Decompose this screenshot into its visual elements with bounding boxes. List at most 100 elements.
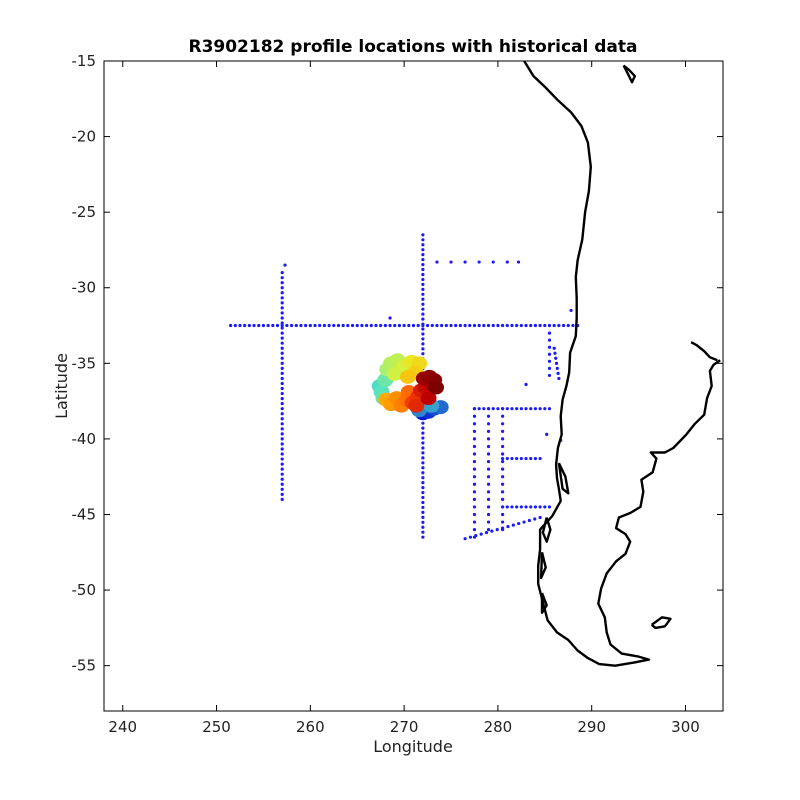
- historical-point: [280, 467, 284, 471]
- historical-point: [516, 260, 521, 264]
- historical-point: [519, 323, 523, 328]
- coastline-layer: [523, 60, 721, 667]
- historical-point: [280, 427, 284, 431]
- historical-point: [500, 512, 505, 517]
- historical-point: [571, 323, 575, 328]
- historical-point: [529, 505, 533, 509]
- historical-point: [369, 323, 373, 328]
- historical-point: [421, 441, 425, 445]
- historical-point: [522, 520, 526, 524]
- historical-point: [538, 505, 542, 509]
- historical-point: [365, 323, 369, 328]
- historical-point: [332, 323, 336, 328]
- chart-title: R3902182 profile locations with historic…: [188, 37, 637, 57]
- historical-point: [468, 323, 472, 328]
- historical-point: [280, 381, 284, 386]
- historical-point: [477, 260, 481, 264]
- historical-point: [543, 505, 547, 509]
- historical-point: [283, 263, 287, 267]
- historical-point: [543, 407, 547, 411]
- historical-point: [556, 371, 560, 376]
- historical-point: [280, 497, 284, 501]
- profile-location: [399, 369, 416, 384]
- historical-point: [341, 323, 345, 328]
- x-tick-label: 270: [390, 718, 419, 736]
- historical-point: [280, 462, 284, 466]
- historical-point: [486, 467, 491, 471]
- historical-point: [479, 532, 483, 536]
- historical-point: [280, 346, 284, 350]
- historical-point: [500, 452, 505, 456]
- historical-point: [421, 287, 425, 291]
- historical-point: [505, 260, 509, 264]
- historical-point: [280, 386, 284, 391]
- historical-point: [554, 361, 559, 365]
- x-tick-label: 290: [577, 718, 606, 736]
- historical-point: [271, 323, 275, 328]
- historical-point: [379, 323, 383, 328]
- historical-point: [280, 311, 284, 315]
- historical-point: [547, 366, 552, 370]
- historical-point: [421, 342, 425, 346]
- historical-point: [280, 286, 284, 290]
- historical-point: [500, 429, 505, 433]
- profile-location: [408, 398, 425, 413]
- historical-point: [486, 512, 491, 517]
- historical-point: [547, 345, 552, 349]
- historical-point: [444, 323, 448, 328]
- historical-point: [421, 262, 425, 267]
- historical-point: [500, 497, 505, 501]
- historical-point: [440, 323, 444, 328]
- historical-point: [449, 323, 453, 328]
- historical-point: [421, 505, 425, 510]
- historical-point: [299, 323, 303, 328]
- historical-point: [280, 391, 284, 396]
- historical-point: [421, 500, 425, 505]
- historical-point: [486, 323, 491, 328]
- historical-point: [486, 490, 491, 494]
- historical-point: [280, 472, 284, 476]
- historical-point: [421, 317, 425, 321]
- historical-point: [421, 327, 425, 331]
- historical-point: [547, 338, 552, 342]
- y-tick-label: -25: [72, 203, 97, 221]
- historical-point: [496, 323, 500, 328]
- historical-point: [510, 505, 514, 509]
- coastline-path: [541, 517, 552, 543]
- historical-point: [280, 316, 284, 320]
- historical-point: [533, 323, 538, 328]
- historical-point: [421, 332, 425, 336]
- historical-point: [496, 407, 500, 411]
- historical-point: [500, 323, 505, 328]
- historical-point: [472, 528, 477, 532]
- historical-point: [421, 426, 425, 430]
- historical-point: [529, 407, 533, 411]
- historical-point: [425, 323, 430, 328]
- historical-point: [421, 352, 425, 356]
- y-axis: -15 -20 -25 -30 -35 -40 -45 -50 -55: [72, 52, 723, 675]
- plot-background: [104, 61, 723, 711]
- y-tick-label: -40: [72, 430, 97, 448]
- historical-point: [500, 459, 505, 464]
- historical-point: [500, 526, 505, 530]
- historical-point: [524, 407, 528, 411]
- historical-point: [472, 323, 477, 328]
- y-tick-label: -55: [72, 657, 97, 675]
- historical-point: [472, 512, 477, 517]
- coastline-path: [539, 552, 547, 580]
- y-tick-label: -35: [72, 354, 97, 372]
- historical-point: [510, 456, 514, 461]
- historical-point: [327, 323, 331, 328]
- historical-point: [486, 497, 491, 501]
- coastline-path: [622, 64, 636, 84]
- historical-point: [500, 444, 505, 449]
- historical-point: [545, 432, 549, 436]
- historical-point: [472, 467, 477, 471]
- historical-point: [555, 366, 559, 370]
- x-axis-label: Longitude: [373, 737, 453, 756]
- historical-point: [280, 331, 284, 335]
- historical-point: [482, 323, 486, 328]
- historical-point: [280, 341, 284, 345]
- historical-point: [407, 323, 411, 328]
